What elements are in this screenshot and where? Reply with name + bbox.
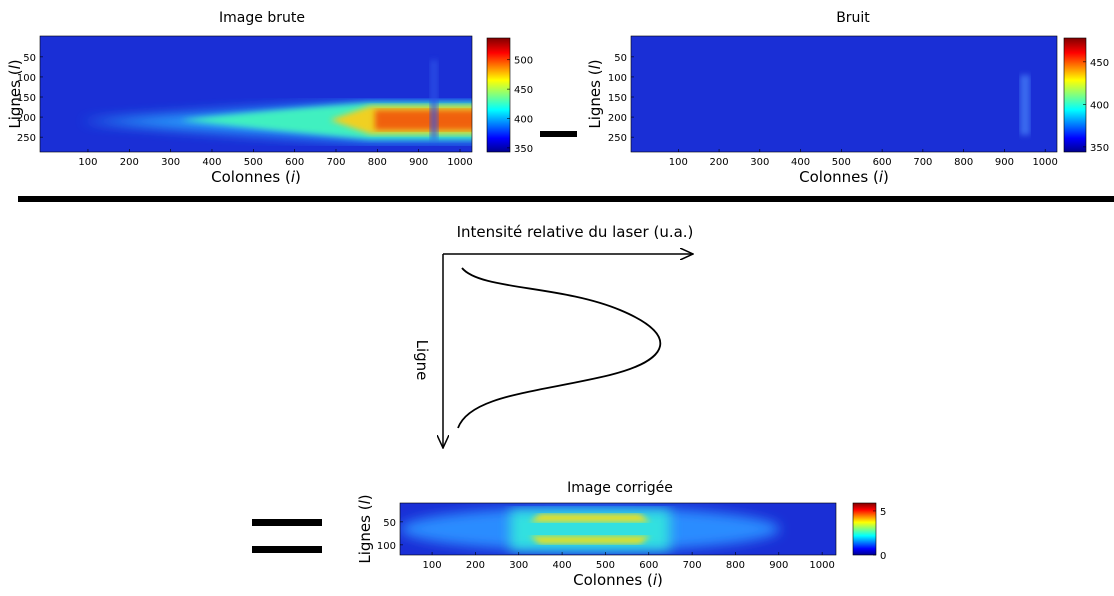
y-tick-label: 50: [23, 53, 36, 64]
y-tick-label: 100: [377, 541, 396, 552]
x-tick-label: 1000: [1032, 157, 1057, 168]
heatmap: [631, 36, 1057, 152]
x-tick-label: 800: [954, 157, 973, 168]
label-part: Colonnes (: [799, 168, 879, 186]
colorbar: [852, 502, 877, 556]
minus-sign: [540, 131, 577, 137]
y-tick-label: 50: [614, 53, 627, 64]
label-part: ): [295, 168, 301, 186]
x-tick-label: 500: [596, 560, 615, 571]
y-tick-label: 150: [17, 93, 36, 104]
x-tick-label: 1000: [447, 157, 472, 168]
colorbar-tick-label: 0: [880, 551, 886, 562]
colorbar: [1063, 37, 1087, 153]
colorbar-tick-label: 400: [514, 115, 533, 126]
separator: [18, 196, 1114, 202]
x-tick-label: 800: [726, 560, 745, 571]
x-axis-label: Colonnes (i): [211, 168, 301, 186]
label-part: Lignes (: [6, 69, 24, 128]
y-tick-label: 250: [17, 133, 36, 144]
x-tick-label: 800: [368, 157, 387, 168]
x-tick-label: 400: [553, 560, 572, 571]
x-axis-label: Colonnes (i): [573, 571, 663, 589]
axis-label: Ligne: [413, 340, 431, 381]
label-part: l: [356, 499, 374, 504]
label-part: ): [356, 494, 374, 500]
y-axis-label: Lignes (l): [6, 59, 24, 128]
equals-sign: [252, 519, 322, 526]
x-tick-label: 100: [423, 560, 442, 571]
panel-title: Image corrigée: [567, 480, 673, 496]
label-part: ): [586, 59, 604, 65]
x-tick-label: 300: [750, 157, 769, 168]
colorbar-tick-label: 450: [1090, 58, 1109, 69]
x-tick-label: 200: [120, 157, 139, 168]
y-axis-label: Lignes (l): [586, 59, 604, 128]
label-part: Colonnes (: [573, 571, 653, 589]
label-part: ): [883, 168, 889, 186]
x-tick-label: 600: [639, 560, 658, 571]
x-tick-label: 600: [873, 157, 892, 168]
x-axis-label: Colonnes (i): [799, 168, 889, 186]
label-part: i: [653, 571, 658, 589]
label-part: Lignes (: [586, 69, 604, 128]
x-tick-label: 1000: [809, 560, 834, 571]
x-tick-label: 600: [285, 157, 304, 168]
x-tick-label: 300: [509, 560, 528, 571]
y-axis-label: Lignes (l): [356, 494, 374, 563]
y-tick-label: 100: [608, 73, 627, 84]
x-tick-label: 700: [683, 560, 702, 571]
label-part: Colonnes (: [211, 168, 291, 186]
gaussian-curve: [457, 267, 662, 429]
y-tick-label: 250: [608, 133, 627, 144]
label-part: ): [657, 571, 663, 589]
colorbar-tick-label: 350: [1090, 143, 1109, 154]
equals-sign: [252, 546, 322, 553]
x-tick-label: 400: [202, 157, 221, 168]
y-tick-label: 200: [17, 113, 36, 124]
plot-frame: [630, 35, 1058, 153]
x-tick-label: 400: [791, 157, 810, 168]
panel-title: Bruit: [836, 10, 870, 26]
x-tick-label: 500: [244, 157, 263, 168]
heatmap: [40, 36, 472, 152]
colorbar-tick-label: 5: [880, 507, 886, 518]
label-part: l: [6, 64, 24, 69]
plot-frame: [39, 35, 473, 153]
colorbar-tick-label: 350: [514, 144, 533, 155]
x-tick-label: 100: [78, 157, 97, 168]
x-tick-label: 300: [161, 157, 180, 168]
x-tick-label: 900: [409, 157, 428, 168]
y-tick-label: 150: [608, 93, 627, 104]
axis-label: Intensité relative du laser (u.a.): [457, 223, 694, 241]
colorbar-tick-label: 450: [514, 85, 533, 96]
x-tick-label: 500: [832, 157, 851, 168]
colorbar-tick-label: 500: [514, 56, 533, 67]
y-tick-label: 200: [608, 113, 627, 124]
label-part: Lignes (: [356, 504, 374, 563]
x-tick-label: 700: [913, 157, 932, 168]
label-part: i: [879, 168, 884, 186]
heatmap: [400, 503, 836, 555]
y-tick-label: 100: [17, 73, 36, 84]
x-tick-label: 200: [710, 157, 729, 168]
label-part: l: [586, 64, 604, 69]
x-tick-label: 700: [326, 157, 345, 168]
x-tick-label: 900: [995, 157, 1014, 168]
x-tick-label: 900: [769, 560, 788, 571]
panel-title: Image brute: [219, 10, 305, 26]
label-part: i: [291, 168, 296, 186]
colorbar: [486, 37, 511, 153]
x-tick-label: 200: [466, 560, 485, 571]
colorbar-tick-label: 400: [1090, 100, 1109, 111]
plot-frame: [399, 502, 837, 556]
y-tick-label: 50: [383, 518, 396, 529]
x-tick-label: 100: [669, 157, 688, 168]
label-part: ): [6, 59, 24, 65]
